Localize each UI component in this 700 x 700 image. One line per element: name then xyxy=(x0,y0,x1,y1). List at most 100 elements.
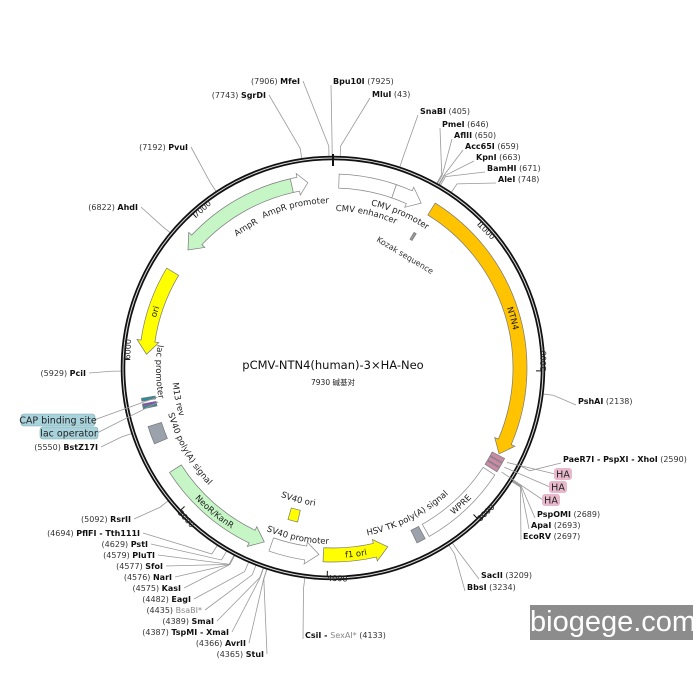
site-leader-line xyxy=(452,542,480,580)
site-pluti[interactable]: (4579) PluTI xyxy=(103,551,155,560)
site-eagi[interactable]: (4482) EagI xyxy=(142,595,191,604)
site-bsabi[interactable]: (4435) BsaBI* xyxy=(146,606,202,615)
site-leader-line xyxy=(193,562,249,600)
callout-cap-binding-site: CAP binding site xyxy=(19,416,97,427)
site-kpni[interactable]: KpnI (663) xyxy=(476,153,521,162)
feature-label-ampr-promoter: AmpR promoter xyxy=(261,196,330,221)
site-nari[interactable]: (4576) NarI xyxy=(124,573,172,582)
tick-mark xyxy=(192,213,197,218)
feature-sv40-ori[interactable] xyxy=(287,507,301,523)
feature-sv40-promoter[interactable] xyxy=(268,537,320,565)
site-bbsi[interactable]: BbsI (3234) xyxy=(467,583,516,592)
callout-ha: HA xyxy=(551,483,565,494)
site-bpu10i[interactable]: Bpu10I (7925) xyxy=(333,77,394,86)
site-leader-line xyxy=(440,171,486,186)
site-ecorv[interactable]: EcoRV (2697) xyxy=(523,532,580,541)
feature-cmv-promoter[interactable] xyxy=(391,184,422,208)
feature-marker[interactable] xyxy=(489,451,506,464)
site-leader-line xyxy=(339,97,371,157)
site-leader-line xyxy=(174,555,235,578)
site-leader-line xyxy=(190,146,217,192)
site-leader-line xyxy=(302,578,306,640)
site-pspomi[interactable]: PspOMI (2689) xyxy=(537,510,600,519)
site-leader-lines xyxy=(88,80,577,655)
site-pcii[interactable]: (5929) PciI xyxy=(41,369,87,378)
callout-box xyxy=(549,481,567,493)
site-rsrii[interactable]: (5092) RsrII xyxy=(81,515,131,524)
site-leader-line xyxy=(451,182,497,193)
feature-marker[interactable] xyxy=(487,455,503,468)
site-leader-line xyxy=(140,206,171,233)
site-bstz17i[interactable]: (5550) BstZ17I xyxy=(34,443,98,452)
site-aflii[interactable]: AflII (650) xyxy=(454,131,496,140)
site-psti[interactable]: (4629) PstI xyxy=(102,540,148,549)
callout-line xyxy=(504,466,551,488)
feature-ntn4[interactable] xyxy=(427,202,528,455)
feature-wpre[interactable] xyxy=(421,466,496,537)
site-leader-line xyxy=(204,565,257,611)
callout-ha: HA xyxy=(556,470,570,481)
site-leader-line xyxy=(216,568,264,622)
feature-ampr-promoter[interactable] xyxy=(289,172,309,197)
site-alei[interactable]: AleI (748) xyxy=(498,175,539,184)
site-tspmi-xmai[interactable]: (4387) TspMI - XmaI xyxy=(142,628,229,637)
site-leader-line xyxy=(436,127,443,184)
feature-neor-kanr[interactable] xyxy=(169,464,265,548)
feature-hsv-tk-poly-a-signal[interactable] xyxy=(410,525,426,544)
site-leader-line xyxy=(248,569,268,644)
feature-label-ampr: AmpR xyxy=(233,217,260,239)
site-mfei[interactable]: (7906) MfeI xyxy=(251,77,300,86)
feature-cmv-enhancer[interactable] xyxy=(338,173,397,199)
site-mlui[interactable]: MluI (43) xyxy=(372,90,410,99)
feature-f1-ori[interactable] xyxy=(322,538,389,563)
site-leader-line xyxy=(157,554,235,565)
site-leader-line xyxy=(511,481,522,541)
feature-sv40-poly-a-signal[interactable] xyxy=(147,421,168,445)
site-pvui[interactable]: (7192) PvuI xyxy=(139,143,188,152)
site-avrii[interactable]: (4366) AvrII xyxy=(196,639,246,648)
site-snabi[interactable]: SnaBI (405) xyxy=(420,107,470,116)
site-leader-line xyxy=(520,462,562,472)
tick-label: 7000 xyxy=(192,199,213,219)
site-leader-line xyxy=(330,84,333,157)
site-stui[interactable]: (4365) StuI xyxy=(217,650,264,659)
site-leader-line xyxy=(100,433,132,448)
feature-marker[interactable] xyxy=(140,395,157,402)
site-leader-line xyxy=(302,80,330,157)
site-acc65i[interactable]: Acc65I (659) xyxy=(465,142,519,151)
site-kasi[interactable]: (4575) KasI xyxy=(133,584,182,593)
site-sacii[interactable]: SacII (3209) xyxy=(481,571,532,580)
tick-mark xyxy=(473,514,478,519)
callout-line xyxy=(501,471,544,501)
site-sfoi[interactable]: (4577) SfoI xyxy=(116,562,163,571)
site-ahdi[interactable]: (6822) AhdI xyxy=(88,203,138,212)
site-leader-line xyxy=(438,160,475,185)
feature-label-ori: ori xyxy=(149,305,162,319)
site-paer7i-pspxi-xhoi[interactable]: PaeR7I - PspXI - XhoI (2590) xyxy=(563,455,687,464)
site-bamhi[interactable]: BamHI (671) xyxy=(487,164,541,173)
site-sgrdi[interactable]: (7743) SgrDI xyxy=(212,91,266,100)
feature-label-f1-ori: f1 ori xyxy=(345,548,368,561)
site-leader-line xyxy=(88,370,122,374)
site-apai[interactable]: ApaI (2693) xyxy=(531,521,580,530)
site-pmei[interactable]: PmeI (646) xyxy=(442,120,489,129)
site-leader-line xyxy=(399,114,419,167)
callouts: HA HA HA CAP binding site lac operator xyxy=(19,396,572,507)
site-csii-sexai[interactable]: CsiI - SexAI* (4133) xyxy=(305,631,386,640)
site-pshai[interactable]: PshAI (2138) xyxy=(578,397,633,406)
callout-line xyxy=(96,401,159,434)
callout-box xyxy=(554,468,572,480)
feature-ori[interactable] xyxy=(136,267,180,355)
site-leader-line xyxy=(268,94,303,159)
site-smai[interactable]: (4389) SmaI xyxy=(162,617,214,626)
site-leader-line xyxy=(437,138,453,184)
tick-mark xyxy=(477,221,482,226)
feature-label-lac-promoter: lac promoter xyxy=(153,344,166,400)
site-pflfi-tth111i[interactable]: (4694) PflFI - Tth111I xyxy=(47,529,140,538)
tick-mark xyxy=(180,506,185,511)
callout-box xyxy=(39,426,99,440)
feature-marker[interactable] xyxy=(484,460,500,473)
feature-kozak-sequence[interactable] xyxy=(409,231,417,241)
plasmid-title: pCMV-NTN4(human)-3×HA-Neo xyxy=(242,358,423,372)
